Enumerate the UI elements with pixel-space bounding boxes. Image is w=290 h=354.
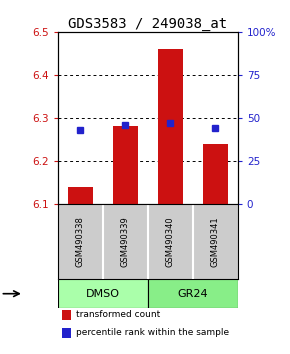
Text: GSM490341: GSM490341 (211, 216, 220, 267)
Text: transformed count: transformed count (76, 310, 160, 319)
Bar (58, 279, 148, 308)
Bar (61, 309, 71, 320)
Title: GDS3583 / 249038_at: GDS3583 / 249038_at (68, 17, 227, 31)
Bar (148, 279, 238, 308)
Text: GSM490340: GSM490340 (166, 216, 175, 267)
Bar (158, 49, 183, 204)
Bar (68, 187, 93, 204)
Bar (113, 126, 138, 204)
Text: GSM490338: GSM490338 (76, 216, 85, 267)
Text: DMSO: DMSO (86, 289, 120, 299)
Text: GR24: GR24 (177, 289, 208, 299)
Text: percentile rank within the sample: percentile rank within the sample (76, 329, 229, 337)
Bar (203, 144, 228, 204)
Text: GSM490339: GSM490339 (121, 216, 130, 267)
Bar (61, 328, 71, 338)
